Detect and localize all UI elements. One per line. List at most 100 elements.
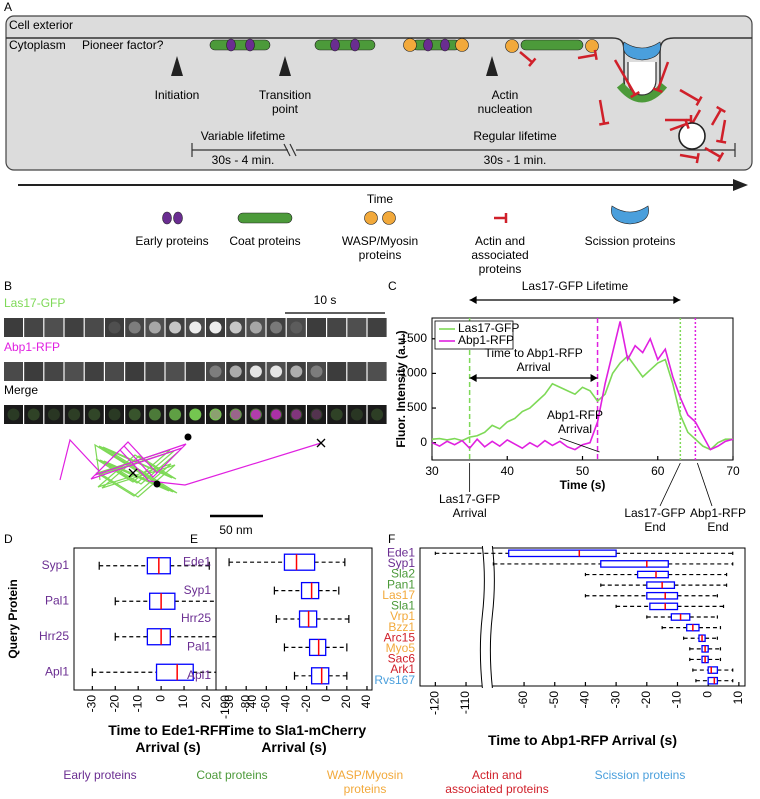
frame-spot-green: [27, 408, 40, 421]
frame-noise: [105, 318, 124, 337]
x-tick-label: 40: [501, 464, 515, 478]
early-protein: [423, 38, 433, 52]
frame-noise: [145, 362, 165, 381]
frame-spot-magenta: [271, 409, 282, 420]
x-tick-label: 10: [176, 695, 190, 709]
actin: [710, 105, 726, 126]
x-tick-label: 60: [651, 464, 665, 478]
frame-noise: [307, 362, 326, 381]
x-tick-label: 0: [319, 695, 333, 702]
x-axis-label: Time to Sla1-mCherry Arrival (s): [221, 722, 367, 755]
frame-noise: [4, 318, 23, 337]
x-tick-label: 40: [245, 695, 259, 709]
y-tick-label: 1500: [400, 331, 427, 345]
frame: [105, 362, 124, 381]
x-axis-label: Time (s): [560, 478, 606, 492]
category-label: Apl1: [45, 664, 69, 678]
frame-spot-magenta: [250, 409, 261, 420]
category-label: Apl1: [187, 668, 211, 682]
x-tick-label: -60: [258, 695, 272, 713]
actin: [679, 88, 703, 106]
legend-label: Scission proteins: [584, 234, 676, 248]
lifetime-bracket: [191, 143, 736, 157]
frame-spot: [229, 321, 242, 334]
trajectory-green: [94, 443, 179, 498]
actin: [679, 152, 700, 164]
category-label: Syp1: [184, 583, 212, 597]
frame-spot: [229, 365, 242, 378]
y-tick-label: 500: [407, 400, 427, 414]
frame-spot: [270, 365, 283, 378]
frame-noise: [347, 362, 367, 381]
legend-label: Actin and associated proteins: [471, 234, 529, 276]
actin: [598, 99, 610, 126]
box: [300, 581, 320, 600]
category-label: Ede1: [387, 545, 415, 559]
box: [636, 570, 669, 579]
legend-label: Abp1-RFP: [458, 333, 514, 347]
box: [646, 581, 676, 589]
frame: [307, 405, 326, 424]
frame-noise: [347, 318, 367, 337]
frame-noise: [206, 362, 225, 381]
early-protein: [350, 38, 360, 52]
channel-label: Las17-GFP: [4, 296, 65, 310]
legend-label: WASP/Myosin proteins: [341, 234, 419, 262]
coat-protein: [209, 39, 271, 51]
pointer: [559, 437, 600, 453]
x-tick-label: 20: [199, 695, 213, 709]
panel-letter: E: [190, 532, 198, 546]
frame-spot: [128, 321, 141, 334]
x-tick-label: -10: [670, 691, 684, 709]
x-tick-label: -20: [639, 691, 653, 709]
frame-noise: [327, 362, 347, 381]
panel-letter: A: [4, 0, 12, 14]
frame-spot-magenta: [230, 409, 241, 420]
legend-box: [434, 320, 514, 350]
box: [308, 638, 327, 657]
channel-label: Merge: [4, 383, 38, 397]
x-tick-label: 20: [339, 695, 353, 709]
frame-noise: [44, 362, 64, 381]
panel-letter: F: [388, 532, 395, 546]
x-tick-label: -20: [299, 695, 313, 713]
category-label: Myo5: [386, 641, 416, 655]
cell-exterior-label: Cell exterior: [9, 18, 73, 32]
group-label: Coat proteins: [196, 768, 268, 782]
wasp-protein: [585, 39, 599, 53]
box: [310, 667, 330, 685]
x-tick-label: 50: [576, 464, 590, 478]
wasp-protein: [455, 38, 469, 52]
actin: [519, 51, 537, 67]
series-line: [431, 354, 733, 451]
frame-spot-green: [189, 408, 202, 421]
trajectory-end: [153, 480, 161, 488]
cytoplasm-label: Cytoplasm: [9, 38, 66, 52]
frame-spot: [189, 321, 202, 334]
length-scale-label: 50 nm: [219, 523, 252, 537]
frame: [327, 405, 347, 424]
y-axis-label: Query Protein: [6, 579, 20, 658]
coat-protein: [237, 212, 293, 224]
frame: [125, 362, 145, 381]
frame: [64, 318, 84, 337]
frame: [84, 405, 104, 424]
frame-noise: [327, 318, 347, 337]
frame: [327, 362, 347, 381]
frame-spot-green: [371, 408, 384, 421]
frame-spot: [290, 321, 303, 334]
scission-protein: [611, 205, 649, 225]
x-tick-label: -50: [547, 691, 561, 709]
frame-noise: [84, 318, 104, 337]
pioneer-label: Pioneer factor?: [82, 38, 164, 52]
frame-noise: [367, 318, 387, 337]
frame-spot-green: [7, 408, 20, 421]
frame-noise: [125, 318, 145, 337]
chart-title: Las17-GFP Lifetime: [522, 279, 629, 293]
frame: [105, 405, 124, 424]
frame-spot: [249, 321, 262, 334]
wasp-protein: [382, 211, 396, 225]
frame: [64, 405, 84, 424]
